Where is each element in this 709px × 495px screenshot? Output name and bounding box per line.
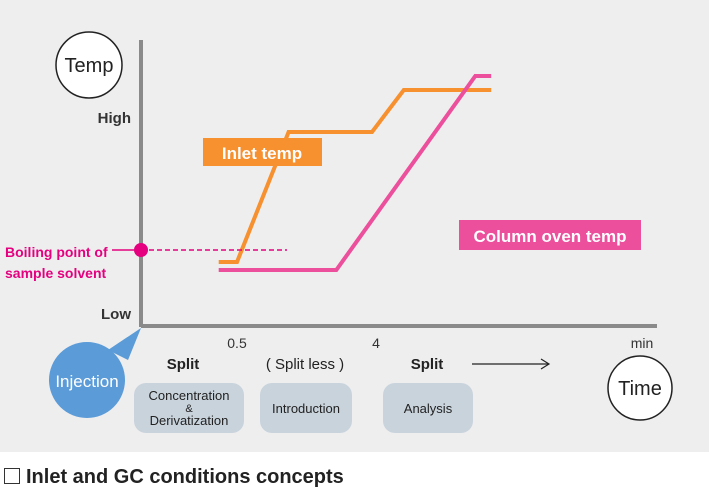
series-line-column-oven-temp <box>218 74 492 272</box>
injection-pointer <box>108 328 141 360</box>
x-unit-label: min <box>631 335 654 351</box>
boiling-point-label-1: Boiling point of <box>5 244 108 260</box>
series-label-column: Column oven temp <box>473 227 626 246</box>
phase-step-derivatization: Derivatization <box>150 413 229 428</box>
series-label-inlet-bg <box>203 138 322 166</box>
injection-label: Injection <box>55 372 118 391</box>
phase-step-concentration: Concentration <box>149 388 230 403</box>
series-label-column-bg <box>459 220 641 250</box>
y-tick-low: Low <box>101 306 131 323</box>
series-line-inlet-temp <box>218 88 492 264</box>
phase-step-analysis: Analysis <box>404 401 453 416</box>
figure-caption: Inlet and GC conditions concepts <box>4 466 344 489</box>
phase-box-introduction <box>260 383 352 433</box>
time-arrow-head <box>540 358 551 370</box>
injection-circle <box>49 342 125 418</box>
phase-box-concentration <box>134 383 244 433</box>
series-label-inlet: Inlet temp <box>222 144 302 163</box>
caption-square-icon <box>4 468 20 484</box>
x-tick-0-5: 0.5 <box>227 335 247 351</box>
boiling-point-marker <box>134 243 148 257</box>
phase-mode-split-2: Split <box>411 356 444 373</box>
x-axis-label: Time <box>618 378 662 400</box>
x-label-circle <box>607 355 673 421</box>
phase-mode-split-1: Split <box>167 356 200 373</box>
temperature-chart: Temp Time min High Low 0.5 4 Inlet temp … <box>5 31 673 433</box>
phase-box-analysis <box>383 383 473 433</box>
phase-step-introduction: Introduction <box>272 401 340 416</box>
y-label-circle <box>55 31 123 99</box>
y-axis-label: Temp <box>65 55 114 77</box>
y-tick-high: High <box>98 110 131 127</box>
phase-mode-splitless: ( Split less ) <box>266 356 344 373</box>
caption-text: Inlet and GC conditions concepts <box>26 466 344 488</box>
x-tick-4: 4 <box>372 335 380 351</box>
boiling-point-label-2: sample solvent <box>5 265 106 281</box>
phase-step-amp: & <box>185 403 193 415</box>
